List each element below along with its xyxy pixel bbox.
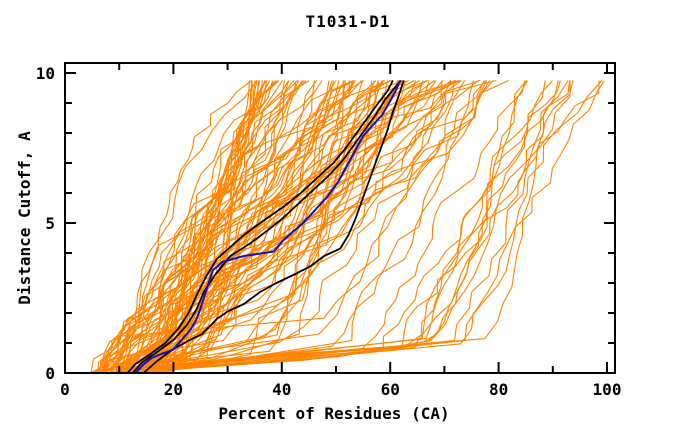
- prediction-curve: [117, 80, 315, 374]
- prediction-curve: [90, 80, 295, 374]
- x-tick-label: 40: [272, 380, 291, 399]
- prediction-curve: [134, 80, 494, 374]
- model-black-1-curve: [126, 80, 394, 374]
- axis-ticks: [64, 64, 614, 374]
- x-tick-label: 20: [164, 380, 183, 399]
- prediction-curve: [106, 80, 303, 374]
- model-black-2-curve: [132, 79, 402, 374]
- model-black-3-curve: [143, 80, 405, 374]
- prediction-curve: [118, 79, 404, 374]
- prediction-curve: [145, 80, 400, 374]
- prediction-curve: [128, 80, 299, 374]
- prediction-curve: [144, 80, 289, 374]
- prediction-curve: [105, 80, 561, 374]
- x-tick-label: 0: [60, 380, 70, 399]
- prediction-curve: [136, 80, 479, 374]
- x-axis-label: Percent of Residues (CA): [218, 404, 449, 423]
- chart-title: T1031-D1: [305, 12, 390, 31]
- x-tick-label: 100: [593, 380, 622, 399]
- prediction-curve: [150, 80, 430, 374]
- prediction-curve: [93, 80, 455, 374]
- prediction-curve: [131, 80, 526, 374]
- prediction-curve: [150, 79, 460, 374]
- prediction-curve: [137, 80, 457, 374]
- prediction-curve: [116, 80, 553, 374]
- prediction-curve: [155, 80, 485, 374]
- prediction-curve: [126, 80, 406, 374]
- prediction-curve: [129, 80, 571, 374]
- prediction-curve: [165, 80, 300, 374]
- prediction-curve: [135, 80, 250, 374]
- prediction-curve: [140, 80, 600, 374]
- prediction-curve: [108, 80, 263, 374]
- prediction-curve: [124, 80, 297, 374]
- prediction-curve: [151, 80, 443, 374]
- prediction-curve: [98, 80, 488, 374]
- plot-frame: [64, 62, 616, 374]
- model-blue-curve: [134, 80, 401, 374]
- prediction-curve: [101, 80, 253, 374]
- prediction-curve: [136, 80, 603, 374]
- prediction-curve: [96, 80, 356, 374]
- prediction-curve: [106, 80, 529, 374]
- y-tick-label: 0: [45, 364, 55, 383]
- y-axis-label: Distance Cutoff, A: [15, 131, 34, 305]
- x-tick-label: 80: [489, 380, 508, 399]
- prediction-curve: [130, 80, 373, 374]
- prediction-curve: [104, 80, 546, 374]
- prediction-curve: [141, 80, 569, 374]
- x-tick-label: 60: [381, 380, 400, 399]
- prediction-curve: [97, 80, 365, 374]
- y-tick-label: 5: [45, 214, 55, 233]
- prediction-curve: [117, 79, 509, 374]
- prediction-ensemble: [89, 79, 605, 374]
- y-tick-label: 10: [36, 64, 55, 83]
- prediction-curve: [151, 80, 267, 374]
- prediction-curve: [114, 80, 559, 374]
- prediction-curve: [120, 80, 571, 374]
- prediction-curve: [113, 80, 391, 374]
- prediction-curve: [149, 80, 452, 374]
